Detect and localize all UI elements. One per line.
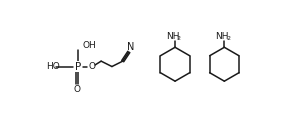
Text: OH: OH — [83, 41, 97, 50]
Text: 2: 2 — [177, 36, 181, 41]
Text: NH: NH — [215, 32, 229, 41]
Text: P: P — [75, 62, 81, 72]
Text: O: O — [89, 62, 95, 71]
Text: O: O — [74, 85, 81, 94]
Text: N: N — [127, 42, 134, 51]
Text: HO: HO — [46, 62, 60, 71]
Text: NH: NH — [166, 32, 179, 41]
Text: 2: 2 — [226, 36, 230, 41]
